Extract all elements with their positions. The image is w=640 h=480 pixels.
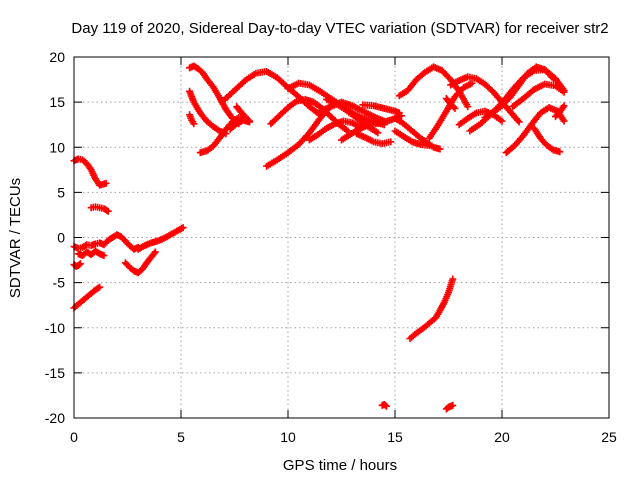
series-arc-35 [509, 80, 568, 111]
grid-lines [73, 56, 610, 419]
series-arc-26 [391, 127, 433, 149]
chart-title: Day 119 of 2020, Sidereal Day-to-day VTE… [71, 20, 608, 37]
data-point [498, 117, 506, 125]
series-arc-07 [70, 260, 84, 270]
data-point [150, 249, 158, 257]
series-arc-11 [186, 111, 198, 128]
y-tick-label: 5 [57, 184, 65, 200]
series-arc-08 [70, 283, 104, 312]
data-point [560, 117, 568, 125]
series-arc-21 [316, 98, 388, 125]
data-point [244, 116, 252, 124]
y-tick-label: 20 [49, 49, 65, 65]
x-tick-label: 0 [70, 429, 78, 445]
y-tick-label: -10 [45, 320, 65, 336]
data-point [556, 148, 564, 156]
data-points [70, 62, 568, 413]
data-point [451, 104, 459, 112]
series-arc-40 [442, 401, 457, 413]
data-point [75, 261, 83, 269]
series-arc-39 [378, 400, 390, 410]
y-tick-label: 0 [57, 230, 65, 246]
data-point [395, 109, 403, 117]
data-point [100, 252, 108, 260]
data-point [382, 402, 390, 410]
series-arc-09 [186, 62, 243, 128]
data-point [381, 401, 389, 409]
data-point [436, 145, 444, 153]
y-axis-title: SDTVAR / TECUs [7, 178, 24, 298]
x-tick-label: 10 [280, 429, 296, 445]
data-point [103, 206, 111, 214]
series-arc-01 [70, 155, 110, 189]
y-tick-label: 10 [49, 139, 65, 155]
data-point [515, 118, 523, 126]
data-point [104, 207, 112, 215]
data-point [449, 103, 457, 111]
data-point [76, 260, 84, 268]
x-tick-label: 20 [494, 429, 510, 445]
data-point [449, 401, 457, 409]
y-tick-label: -20 [45, 410, 65, 426]
series-arc-23 [352, 130, 395, 148]
series-arc-38 [406, 275, 457, 343]
data-point [179, 224, 187, 232]
data-point [425, 141, 433, 149]
x-tick-label: 25 [601, 429, 617, 445]
series-arc-04 [74, 247, 108, 260]
data-point [449, 275, 457, 283]
data-point [151, 248, 159, 256]
data-point [190, 120, 198, 128]
series-arc-37 [552, 102, 568, 121]
series-arc-02 [87, 203, 112, 215]
series-arc-19 [305, 117, 365, 144]
x-tick-label: 15 [387, 429, 403, 445]
tick-labels: 0 5 10 15 20 25 -20 -15 -10 -5 0 5 10 15 20 [45, 49, 617, 445]
y-tick-label: -15 [45, 365, 65, 381]
data-point [96, 283, 104, 291]
plot-frame [73, 56, 610, 419]
data-point [549, 75, 557, 83]
data-point [560, 88, 568, 96]
series-arc-13 [220, 67, 324, 119]
series-arc-05 [121, 248, 159, 277]
series-arc-25 [391, 114, 444, 153]
x-tick-label: 5 [177, 429, 185, 445]
data-point [464, 103, 472, 111]
y-tick-label: -5 [53, 275, 66, 291]
series-arc-03 [70, 231, 142, 253]
data-point [245, 117, 253, 125]
data-point [560, 102, 568, 110]
y-tick-label: 15 [49, 94, 65, 110]
x-axis-title: GPS time / hours [283, 457, 397, 474]
data-point [548, 73, 556, 81]
series-arc-06 [134, 224, 187, 253]
data-point [387, 138, 395, 146]
series-arc-15 [233, 103, 253, 125]
series-arc-36 [530, 124, 564, 156]
series-arc-33 [481, 63, 557, 121]
data-point [374, 129, 382, 137]
series-arc-31 [455, 107, 506, 129]
data-point [102, 179, 110, 187]
data-point [94, 284, 102, 292]
series-arc-27 [395, 63, 472, 111]
series-arc-29 [442, 95, 459, 112]
series-arc-28 [425, 79, 476, 142]
series-arc-24 [359, 101, 403, 117]
